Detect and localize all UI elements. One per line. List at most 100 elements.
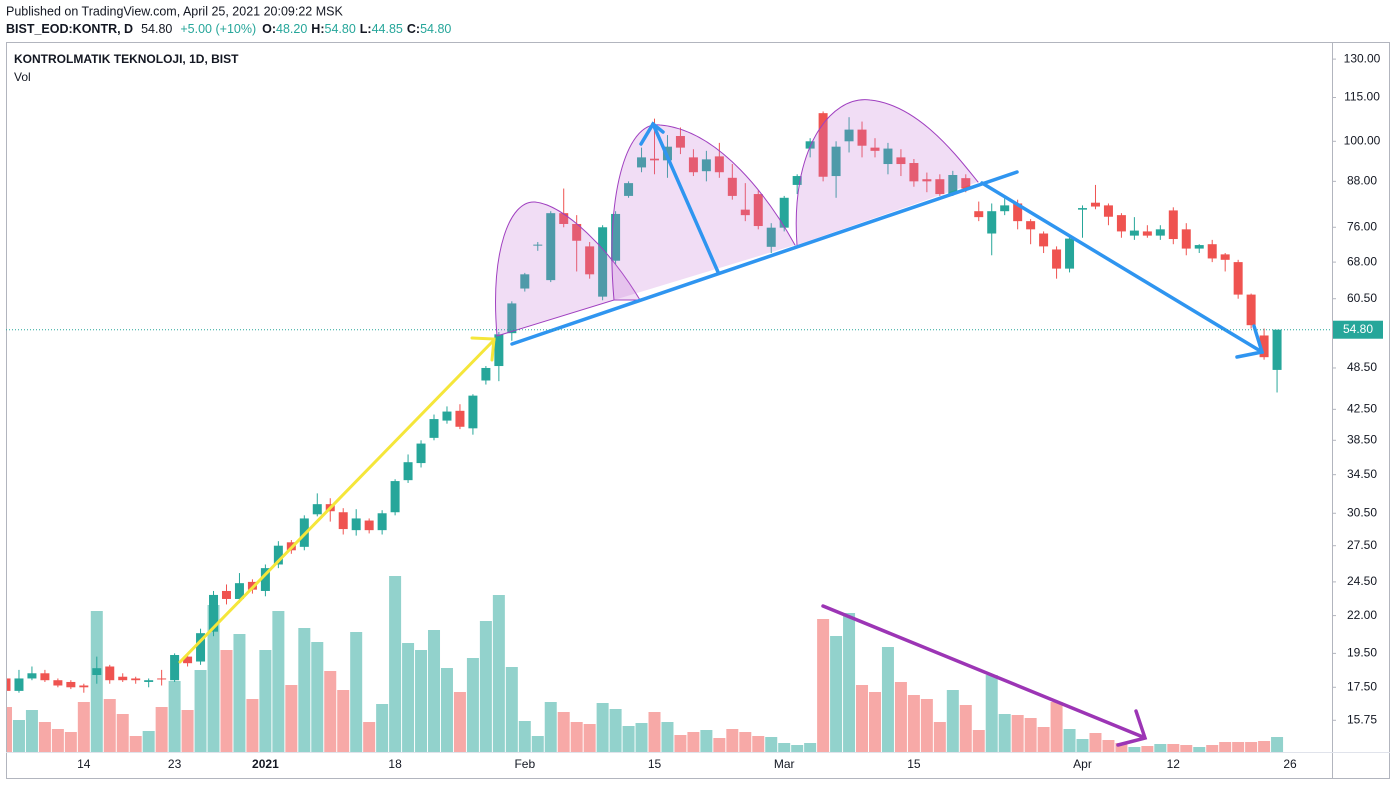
y-tick-label: 17.50	[1347, 679, 1377, 693]
volume-bar	[687, 732, 700, 752]
candle-layer	[7, 111, 1282, 693]
x-tick-label: 15	[648, 757, 662, 771]
volume-bar	[12, 720, 25, 752]
candle-body	[559, 213, 569, 224]
candle-body	[1142, 231, 1152, 236]
volume-bar	[661, 722, 674, 752]
candle-body	[494, 334, 504, 367]
volume-bar	[376, 704, 389, 752]
volume-bar	[350, 632, 363, 752]
x-tick-label: Feb	[514, 757, 535, 771]
volume-bar	[64, 732, 77, 752]
volume-bar	[142, 731, 155, 752]
y-tick-label: 24.50	[1347, 574, 1377, 588]
candle-body	[273, 545, 283, 565]
y-tick-label: 22.00	[1347, 608, 1377, 622]
candle-body	[1207, 244, 1217, 259]
candle-body	[53, 680, 63, 686]
last-price-label: 54.80	[1343, 322, 1373, 336]
ohlc-value: 54.80	[325, 22, 356, 36]
volume-label: Vol	[14, 70, 31, 84]
published: Published on TradingView.com, April 25, …	[6, 4, 343, 18]
volume-bar	[920, 699, 933, 752]
candle-body	[1052, 249, 1062, 269]
volume-bar	[972, 730, 985, 752]
candle-body	[637, 157, 647, 168]
candle-body	[170, 654, 180, 681]
candle-body	[1246, 294, 1256, 326]
candle-body	[805, 141, 815, 149]
volume-bar	[466, 658, 479, 752]
candle-body	[105, 666, 115, 681]
candle-body	[364, 520, 374, 531]
candle-body	[1103, 205, 1113, 217]
volume-bar	[1193, 747, 1206, 752]
volume-bar	[220, 650, 233, 752]
x-tick-label: 15	[907, 757, 921, 771]
x-tick-label: Mar	[774, 757, 795, 771]
candle-body	[442, 411, 452, 421]
candle-body	[753, 194, 763, 227]
candle-body	[779, 197, 789, 228]
y-tick-label: 19.50	[1347, 646, 1377, 660]
volume-bar	[298, 628, 311, 752]
volume-bar	[440, 668, 453, 752]
y-tick-label: 115.00	[1344, 90, 1380, 104]
arrow-head	[639, 121, 665, 146]
volume-bar	[544, 702, 557, 752]
volume-bar	[51, 729, 64, 752]
ohlc-label: H:	[311, 22, 324, 36]
candle-body	[844, 129, 854, 142]
volume-bar	[1115, 743, 1128, 752]
x-tick-label: 12	[1167, 757, 1181, 771]
candle-body	[533, 244, 543, 246]
candle-body	[1181, 229, 1191, 249]
volume-bar	[713, 738, 726, 752]
volume-bar	[1154, 744, 1167, 752]
volume-bar	[415, 650, 428, 752]
candle-body	[766, 227, 776, 247]
candle-body	[740, 209, 750, 216]
volume-bar	[116, 714, 129, 752]
volume-bar	[557, 712, 570, 752]
y-tick-label: 48.50	[1347, 360, 1377, 374]
volume-bar	[570, 722, 583, 752]
volume-bar	[985, 675, 998, 752]
ohlc-value: 54.80	[420, 22, 451, 36]
candle-body	[209, 594, 219, 632]
target-arrow	[980, 181, 1264, 354]
candle-body	[429, 419, 439, 438]
volume-bar	[363, 722, 376, 752]
candle-body	[624, 183, 634, 196]
x-tick-label: Apr	[1073, 757, 1092, 771]
candle-body	[92, 668, 102, 676]
volume-bar	[648, 712, 661, 752]
candle-body	[675, 136, 685, 148]
candle-body	[961, 178, 971, 189]
candle-body	[27, 673, 37, 679]
volume-bar	[1219, 742, 1232, 752]
volume-bar	[428, 630, 441, 752]
ohlc-label: O:	[262, 22, 276, 36]
arrow-head	[470, 336, 496, 362]
volume-arrow	[821, 604, 1145, 739]
volume-bar	[129, 736, 142, 752]
volume-bar	[1206, 745, 1219, 752]
volume-bar	[933, 722, 946, 752]
y-tick-label: 68.00	[1347, 254, 1377, 268]
candle-body	[520, 274, 530, 289]
volume-bar	[453, 692, 466, 752]
volume-bar	[518, 721, 531, 752]
candle-body	[377, 513, 387, 531]
candle-body	[507, 303, 517, 334]
y-tick-label: 15.75	[1347, 712, 1377, 726]
candle-body	[572, 223, 582, 241]
candle-body	[701, 159, 711, 172]
candle-body	[650, 158, 659, 161]
candle-body	[79, 685, 89, 688]
candle-body	[221, 590, 231, 599]
y-tick-label: 34.50	[1347, 467, 1377, 481]
candle-body	[611, 213, 621, 261]
volume-bar	[635, 723, 648, 752]
